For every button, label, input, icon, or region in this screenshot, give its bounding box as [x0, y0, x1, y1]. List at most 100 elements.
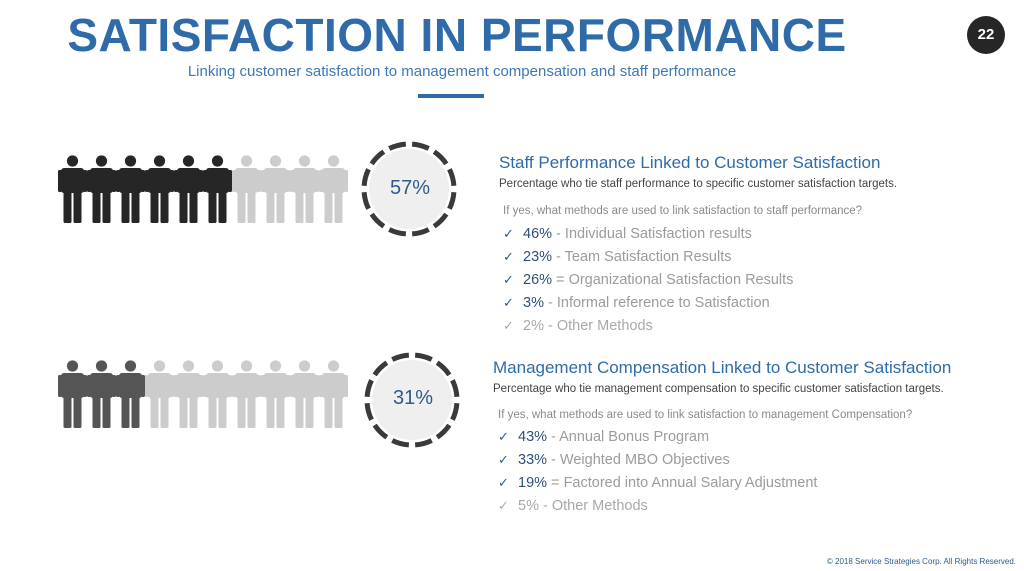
method-item: ✓ 19% = Factored into Annual Salary Adjus… — [498, 471, 817, 494]
person-icon — [145, 360, 174, 428]
method-item: ✓ 3% - Informal reference to Satisfaction — [503, 291, 793, 314]
check-icon: ✓ — [503, 295, 514, 310]
methods-list-staff: ✓ 46% - Individual Satisfaction results ✓ 2… — [503, 222, 793, 337]
method-separator: = — [552, 272, 569, 288]
section-description-staff: Percentage who tie staff performance to … — [499, 178, 898, 190]
method-separator: - — [552, 226, 565, 242]
check-icon: ✓ — [498, 475, 509, 490]
section-question-management: If yes, what methods are used to link sa… — [498, 409, 913, 421]
ring-segment — [447, 168, 457, 187]
person-icon — [261, 155, 290, 223]
method-item: ✓ 33% - Weighted MBO Objectives — [498, 448, 817, 471]
method-item: ✓ 23% - Team Satisfaction Results — [503, 245, 793, 268]
person-icon — [116, 155, 145, 223]
ring-segment — [361, 168, 371, 187]
method-item: ✓ 43% - Annual Bonus Program — [498, 425, 817, 448]
ring-fill — [369, 149, 449, 229]
ring-segment — [369, 212, 386, 229]
page-title: SATISFACTION IN PERFORMANCE — [67, 9, 847, 61]
check-icon: ✓ — [503, 226, 514, 241]
page-number-badge: 22 — [967, 16, 1005, 54]
people-row-staff — [58, 155, 348, 223]
check-icon: ✓ — [498, 498, 509, 513]
ring-segment — [414, 438, 433, 448]
ring-segment — [450, 402, 460, 421]
check-icon: ✓ — [503, 272, 514, 287]
methods-list-management: ✓ 43% - Annual Bonus Program ✓ 33% - Weight… — [498, 425, 817, 517]
method-separator: - — [538, 498, 552, 514]
method-text: Factored into Annual Salary Adjustment — [563, 475, 818, 491]
ring-segment — [388, 227, 407, 237]
section-title-management: Management Compensation Linked to Custom… — [493, 358, 952, 377]
person-icon — [203, 360, 232, 428]
ring-segment — [432, 149, 449, 166]
person-icon — [290, 155, 319, 223]
method-separator: - — [552, 249, 565, 265]
person-icon — [87, 360, 116, 428]
ring-segment — [372, 360, 389, 377]
method-percent: 46% — [523, 226, 553, 242]
method-item: ✓ 46% - Individual Satisfaction results — [503, 222, 793, 245]
ring-segment — [447, 191, 457, 210]
ring-segment — [435, 423, 452, 440]
ring-segment — [388, 141, 407, 151]
ring-percent-management: 31% — [392, 387, 434, 409]
method-text: Annual Bonus Program — [559, 429, 710, 445]
method-text: Other Methods — [556, 318, 653, 334]
check-icon: ✓ — [498, 452, 509, 467]
method-percent: 3% — [523, 295, 544, 311]
person-icon — [58, 155, 87, 223]
check-icon: ✓ — [503, 249, 514, 264]
page-subtitle: Linking customer satisfaction to managem… — [187, 63, 737, 80]
ring-segment — [369, 149, 386, 166]
ring-segment — [450, 379, 460, 398]
ring-staff — [361, 141, 457, 237]
ring-segment — [364, 379, 374, 398]
method-separator: - — [547, 429, 560, 445]
method-item: ✓ 2% - Other Methods — [503, 314, 793, 337]
method-text: Team Satisfaction Results — [564, 249, 732, 265]
section-question-staff: If yes, what methods are used to link sa… — [503, 205, 863, 217]
method-separator: - — [547, 452, 560, 468]
ring-segment — [414, 352, 433, 362]
check-icon: ✓ — [498, 429, 509, 444]
ring-segment — [364, 402, 374, 421]
method-item: ✓ 5% - Other Methods — [498, 494, 817, 517]
method-percent: 2% — [523, 318, 544, 334]
ring-segment — [432, 212, 449, 229]
people-row-management — [58, 360, 348, 428]
person-icon — [290, 360, 319, 428]
method-percent: 23% — [523, 249, 553, 265]
person-icon — [232, 360, 261, 428]
copyright-footer: © 2018 Service Strategies Corp. All Righ… — [826, 557, 1016, 566]
person-icon — [319, 360, 348, 428]
person-icon — [87, 155, 116, 223]
method-text: Weighted MBO Objectives — [559, 452, 730, 468]
ring-segment — [361, 191, 371, 210]
ring-management — [364, 352, 460, 448]
method-text: Organizational Satisfaction Results — [568, 272, 794, 288]
method-percent: 33% — [518, 452, 548, 468]
check-icon: ✓ — [503, 318, 514, 333]
person-icon — [58, 360, 87, 428]
person-icon — [116, 360, 145, 428]
person-icon — [261, 360, 290, 428]
ring-percent-staff: 57% — [389, 177, 431, 199]
person-icon — [203, 155, 232, 223]
person-icon — [174, 360, 203, 428]
method-separator: = — [547, 475, 564, 491]
ring-segment — [391, 352, 410, 362]
method-separator: - — [543, 318, 557, 334]
method-separator: - — [543, 295, 557, 311]
ring-segment — [435, 360, 452, 377]
title-underline — [418, 94, 484, 98]
method-percent: 19% — [518, 475, 548, 491]
person-icon — [319, 155, 348, 223]
method-percent: 43% — [518, 429, 548, 445]
method-text: Individual Satisfaction results — [564, 226, 752, 242]
ring-segment — [391, 438, 410, 448]
ring-fill — [372, 360, 452, 440]
section-description-management: Percentage who tie management compensati… — [493, 383, 944, 395]
person-icon — [232, 155, 261, 223]
ring-segment — [411, 227, 430, 237]
